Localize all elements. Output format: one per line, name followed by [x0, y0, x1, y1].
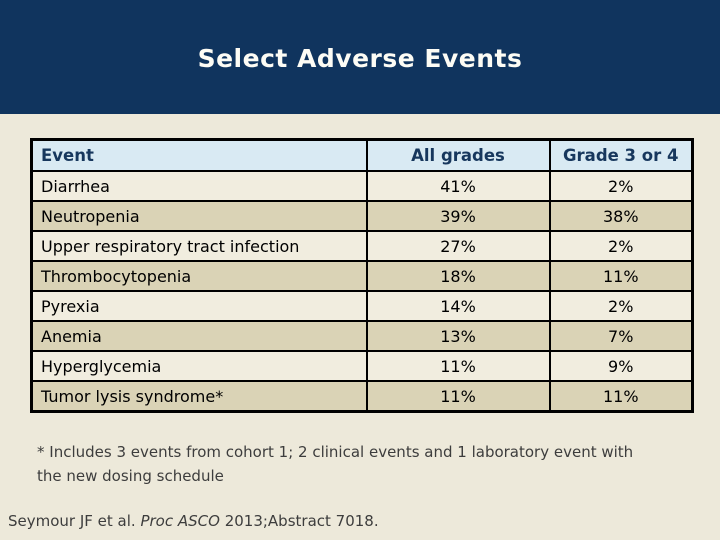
grade-3-or-4-cell: 38%	[548, 200, 694, 232]
event-cell: Upper respiratory tract infection	[30, 230, 368, 262]
grade-3-or-4-cell: 11%	[548, 260, 694, 292]
adverse-events-table: Event All grades Grade 3 or 4 Diarrhea 4…	[30, 138, 694, 413]
grade-3-or-4-cell: 7%	[548, 320, 694, 352]
all-grades-cell: 11%	[365, 350, 551, 382]
footnote-line: the new dosing schedule	[37, 467, 224, 485]
event-cell: Hyperglycemia	[30, 350, 368, 382]
page-title: Select Adverse Events	[197, 44, 523, 73]
grade-3-or-4-cell: 2%	[548, 290, 694, 322]
column-header-event: Event	[30, 138, 368, 172]
table-row: Hyperglycemia 11% 9%	[30, 350, 694, 382]
event-cell: Tumor lysis syndrome*	[30, 380, 368, 413]
citation-suffix: 2013;Abstract 7018.	[219, 512, 379, 530]
all-grades-cell: 41%	[365, 170, 551, 202]
all-grades-cell: 13%	[365, 320, 551, 352]
column-header-grade-3-or-4: Grade 3 or 4	[548, 138, 694, 172]
all-grades-cell: 11%	[365, 380, 551, 413]
event-cell: Diarrhea	[30, 170, 368, 202]
table-row: Anemia 13% 7%	[30, 320, 694, 352]
all-grades-cell: 14%	[365, 290, 551, 322]
table-row: Neutropenia 39% 38%	[30, 200, 694, 232]
all-grades-cell: 27%	[365, 230, 551, 262]
event-cell: Neutropenia	[30, 200, 368, 232]
table-header-row: Event All grades Grade 3 or 4	[30, 138, 694, 172]
event-cell: Anemia	[30, 320, 368, 352]
table-row: Diarrhea 41% 2%	[30, 170, 694, 202]
table-row: Pyrexia 14% 2%	[30, 290, 694, 322]
event-cell: Pyrexia	[30, 290, 368, 322]
table-row: Tumor lysis syndrome* 11% 11%	[30, 380, 694, 413]
footnote-line: * Includes 3 events from cohort 1; 2 cli…	[37, 443, 634, 461]
all-grades-cell: 18%	[365, 260, 551, 292]
citation-journal: Proc ASCO	[140, 512, 220, 530]
table-row: Thrombocytopenia 18% 11%	[30, 260, 694, 292]
grade-3-or-4-cell: 11%	[548, 380, 694, 413]
grade-3-or-4-cell: 2%	[548, 170, 694, 202]
citation: Seymour JF et al. Proc ASCO 2013;Abstrac…	[8, 512, 379, 530]
grade-3-or-4-cell: 9%	[548, 350, 694, 382]
grade-3-or-4-cell: 2%	[548, 230, 694, 262]
all-grades-cell: 39%	[365, 200, 551, 232]
table-row: Upper respiratory tract infection 27% 2%	[30, 230, 694, 262]
footnote: * Includes 3 events from cohort 1; 2 cli…	[37, 440, 633, 488]
event-cell: Thrombocytopenia	[30, 260, 368, 292]
citation-prefix: Seymour JF et al.	[8, 512, 141, 530]
title-band: Select Adverse Events	[0, 0, 720, 114]
column-header-all-grades: All grades	[365, 138, 551, 172]
